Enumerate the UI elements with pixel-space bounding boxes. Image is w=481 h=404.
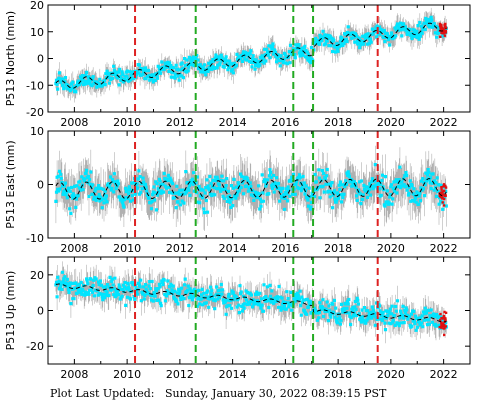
panel-1-error-bars xyxy=(55,7,447,103)
x-tick-label: 2016 xyxy=(271,242,299,255)
x-tick-label: 2012 xyxy=(166,368,194,381)
y-tick-label: 10 xyxy=(30,125,44,138)
panel-2-plot-area xyxy=(54,145,448,231)
y-tick-label: -20 xyxy=(26,340,44,353)
last-updated-footer: Plot Last Updated: Sunday, January 30, 2… xyxy=(50,387,386,400)
x-tick-label: 2014 xyxy=(219,242,247,255)
x-tick-label: 2018 xyxy=(324,116,352,129)
panel-1-data-points xyxy=(54,15,448,94)
x-tick-label: 2016 xyxy=(271,368,299,381)
x-tick-label: 2022 xyxy=(430,116,458,129)
y-tick-label: -20 xyxy=(26,106,44,119)
panel-3: -20 0 20 2008 2010 2012 2014 2016 2018 2020 2022 P5… xyxy=(4,256,471,381)
panel-3-y-axis-label: P513 Up (mm) xyxy=(4,271,17,351)
y-tick-label: 20 xyxy=(30,269,44,282)
x-tick-label: 2020 xyxy=(377,242,405,255)
x-tick-label: 2018 xyxy=(324,368,352,381)
y-tick-label: 0 xyxy=(37,53,44,66)
panel-2: -10 0 10 2008 2010 2012 2014 2016 2018 2020 2022 P5… xyxy=(4,125,471,255)
x-tick-label: 2020 xyxy=(377,116,405,129)
y-tick-label: 0 xyxy=(37,179,44,192)
panel-3-recent-points xyxy=(438,310,448,337)
x-tick-label: 2008 xyxy=(60,368,88,381)
x-tick-label: 2022 xyxy=(430,368,458,381)
x-tick-label: 2016 xyxy=(271,116,299,129)
panel-1-model-line xyxy=(55,22,447,89)
panel-1: -20 -10 0 10 20 2008 2010 2012 2014 2016 2018 2020 2… xyxy=(4,0,471,129)
last-updated-label: Plot Last Updated: xyxy=(50,387,155,400)
x-tick-label: 2008 xyxy=(60,116,88,129)
x-tick-label: 2012 xyxy=(166,242,194,255)
x-tick-label: 2018 xyxy=(324,242,352,255)
y-tick-label: 20 xyxy=(30,0,44,12)
x-tick-label: 2020 xyxy=(377,368,405,381)
x-tick-label: 2014 xyxy=(219,368,247,381)
panel-3-plot-area xyxy=(54,261,448,344)
panel-2-y-axis-label: P513 East (mm) xyxy=(4,140,17,228)
panel-1-y-axis-label: P513 North (mm) xyxy=(4,11,17,106)
panel-3-model-line xyxy=(55,283,447,323)
y-tick-label: -10 xyxy=(26,79,44,92)
y-tick-label: -10 xyxy=(26,232,44,245)
x-tick-label: 2010 xyxy=(113,242,141,255)
x-tick-label: 2012 xyxy=(166,116,194,129)
x-tick-label: 2022 xyxy=(430,242,458,255)
x-tick-label: 2010 xyxy=(113,116,141,129)
x-tick-label: 2010 xyxy=(113,368,141,381)
y-tick-label: 0 xyxy=(37,305,44,318)
y-tick-label: 10 xyxy=(30,26,44,39)
last-updated-timestamp: Sunday, January 30, 2022 08:39:15 PST xyxy=(164,387,387,400)
x-tick-label: 2014 xyxy=(219,116,247,129)
x-tick-label: 2008 xyxy=(60,242,88,255)
panel-1-plot-area xyxy=(54,7,448,103)
panel-2-model-line xyxy=(55,178,447,200)
